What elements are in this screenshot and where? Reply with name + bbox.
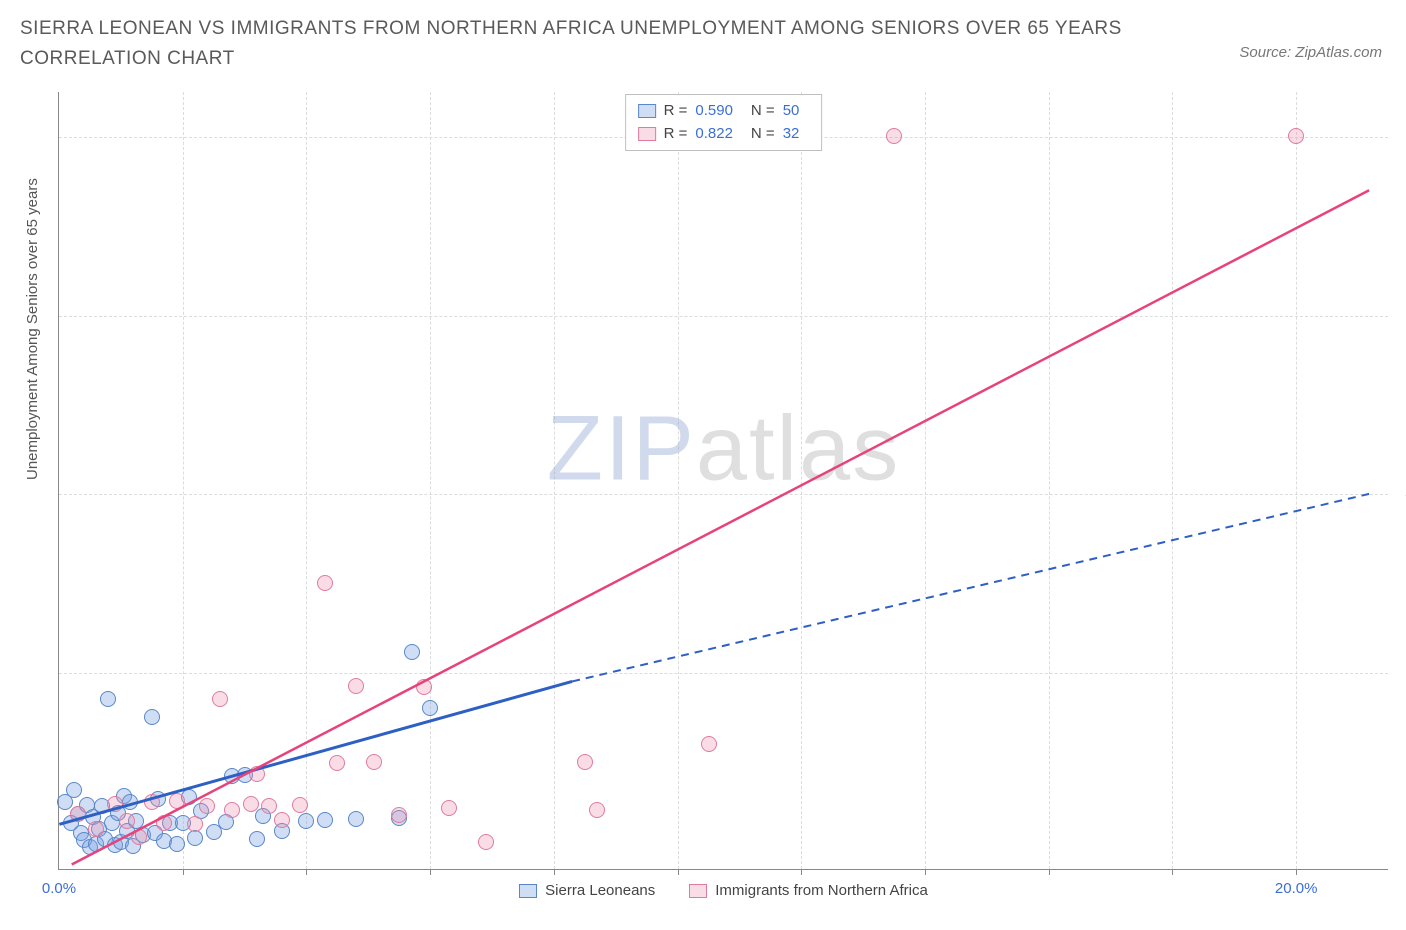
legend-item-b: Immigrants from Northern Africa [689, 882, 928, 899]
data-point-b [131, 829, 147, 845]
data-point-b [886, 128, 902, 144]
stats-row-series-b: R = 0.822 N = 32 [638, 123, 810, 146]
legend-swatch-a [519, 884, 537, 898]
gridline-v [678, 92, 679, 869]
r-value-a: 0.590 [695, 100, 733, 123]
correlation-stats-box: R = 0.590 N = 50 R = 0.822 N = 32 [625, 94, 823, 151]
data-point-b [317, 575, 333, 591]
data-point-a [249, 831, 265, 847]
data-point-b [187, 816, 203, 832]
legend-item-a: Sierra Leoneans [519, 882, 655, 899]
trend-lines-layer [59, 92, 1388, 869]
x-tick-mark [678, 869, 679, 875]
swatch-series-a [638, 104, 656, 118]
r-value-b: 0.822 [695, 123, 733, 146]
data-point-b [416, 679, 432, 695]
data-point-b [589, 802, 605, 818]
gridline-v [1296, 92, 1297, 869]
data-point-b [249, 766, 265, 782]
x-tick-label: 0.0% [42, 880, 76, 897]
x-tick-label: 20.0% [1275, 880, 1318, 897]
data-point-b [156, 815, 172, 831]
data-point-b [169, 793, 185, 809]
data-point-b [441, 800, 457, 816]
watermark: ZIPatlas [547, 397, 900, 502]
data-point-a [404, 644, 420, 660]
data-point-b [88, 821, 104, 837]
gridline-v [1049, 92, 1050, 869]
x-tick-mark [306, 869, 307, 875]
data-point-b [212, 691, 228, 707]
stats-row-series-a: R = 0.590 N = 50 [638, 100, 810, 123]
chart-title: SIERRA LEONEAN VS IMMIGRANTS FROM NORTHE… [20, 14, 1200, 75]
legend-label-b: Immigrants from Northern Africa [715, 882, 928, 899]
x-tick-mark [925, 869, 926, 875]
data-point-b [1288, 128, 1304, 144]
y-tick-label: 80.0% [1394, 128, 1406, 145]
y-tick-label: 40.0% [1394, 486, 1406, 503]
n-value-b: 32 [783, 123, 800, 146]
data-point-b [261, 798, 277, 814]
y-axis-title: Unemployment Among Seniors over 65 years [24, 178, 41, 480]
data-point-b [478, 834, 494, 850]
data-point-b [366, 754, 382, 770]
data-point-a [144, 709, 160, 725]
source-citation: Source: ZipAtlas.com [1239, 44, 1382, 61]
gridline-v [306, 92, 307, 869]
data-point-a [422, 700, 438, 716]
x-tick-mark [1296, 869, 1297, 875]
legend-label-a: Sierra Leoneans [545, 882, 655, 899]
data-point-a [298, 813, 314, 829]
gridline-h [59, 494, 1388, 495]
data-point-b [70, 806, 86, 822]
gridline-v [183, 92, 184, 869]
data-point-a [348, 811, 364, 827]
gridline-v [554, 92, 555, 869]
gridline-v [1172, 92, 1173, 869]
data-point-b [199, 798, 215, 814]
gridline-h [59, 316, 1388, 317]
data-point-b [107, 796, 123, 812]
data-point-a [100, 691, 116, 707]
gridline-v [801, 92, 802, 869]
x-tick-mark [183, 869, 184, 875]
y-tick-label: 60.0% [1394, 307, 1406, 324]
legend: Sierra Leoneans Immigrants from Northern… [59, 882, 1388, 899]
x-tick-mark [430, 869, 431, 875]
data-point-b [119, 813, 135, 829]
data-point-b [144, 794, 160, 810]
scatter-chart: ZIPatlas R = 0.590 N = 50 R = 0.822 N = … [58, 92, 1388, 870]
gridline-v [925, 92, 926, 869]
gridline-h [59, 673, 1388, 674]
data-point-b [224, 802, 240, 818]
data-point-b [274, 812, 290, 828]
legend-swatch-b [689, 884, 707, 898]
x-tick-mark [1049, 869, 1050, 875]
x-tick-mark [801, 869, 802, 875]
data-point-b [391, 807, 407, 823]
data-point-b [577, 754, 593, 770]
data-point-b [292, 797, 308, 813]
gridline-v [430, 92, 431, 869]
y-tick-label: 20.0% [1394, 665, 1406, 682]
swatch-series-b [638, 127, 656, 141]
data-point-a [122, 794, 138, 810]
data-point-b [701, 736, 717, 752]
data-point-a [317, 812, 333, 828]
data-point-a [169, 836, 185, 852]
x-tick-mark [554, 869, 555, 875]
data-point-b [243, 796, 259, 812]
x-tick-mark [1172, 869, 1173, 875]
data-point-a [66, 782, 82, 798]
data-point-b [329, 755, 345, 771]
n-value-a: 50 [783, 100, 800, 123]
data-point-b [348, 678, 364, 694]
